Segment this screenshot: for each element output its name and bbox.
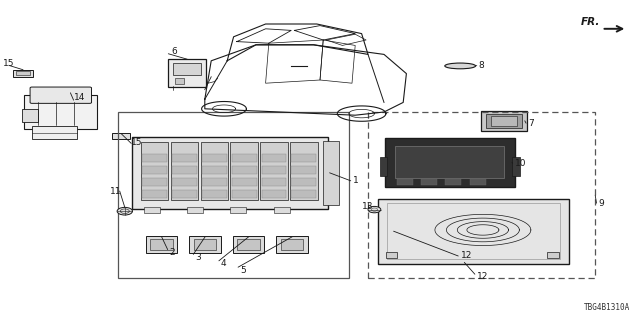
Text: 1: 1 — [353, 176, 359, 185]
FancyBboxPatch shape — [132, 137, 328, 209]
FancyBboxPatch shape — [385, 138, 515, 187]
Bar — [281, 239, 303, 250]
Bar — [141, 142, 168, 200]
Text: 14: 14 — [74, 93, 85, 102]
Bar — [470, 179, 486, 185]
Bar — [187, 207, 204, 213]
FancyBboxPatch shape — [233, 236, 264, 253]
Bar — [230, 207, 246, 213]
Bar — [291, 166, 316, 174]
Bar — [172, 154, 197, 162]
Text: 10: 10 — [515, 159, 527, 168]
FancyBboxPatch shape — [30, 87, 92, 103]
Bar — [172, 166, 197, 174]
Text: 15: 15 — [131, 138, 143, 147]
Bar — [202, 178, 227, 186]
Bar — [397, 179, 413, 185]
Bar — [323, 141, 339, 205]
Bar — [32, 126, 77, 139]
Bar — [175, 78, 184, 84]
Bar — [368, 112, 595, 278]
Bar — [171, 142, 198, 200]
FancyBboxPatch shape — [378, 199, 569, 264]
Bar — [262, 166, 287, 174]
Bar — [262, 178, 287, 186]
Text: 12: 12 — [477, 272, 488, 281]
Text: 11: 11 — [110, 188, 122, 196]
Bar — [291, 154, 316, 162]
Bar — [142, 166, 167, 174]
Bar — [237, 239, 260, 250]
Bar — [173, 63, 201, 75]
Text: 7: 7 — [528, 119, 534, 128]
Bar — [200, 142, 228, 200]
Text: TBG4B1310A: TBG4B1310A — [584, 303, 630, 312]
Bar — [380, 157, 387, 176]
Bar — [512, 157, 520, 176]
Bar — [547, 252, 559, 258]
Bar — [230, 142, 258, 200]
Text: 2: 2 — [170, 248, 175, 257]
Text: 13: 13 — [362, 202, 373, 211]
Bar — [232, 154, 257, 162]
Text: 5: 5 — [240, 266, 246, 275]
Bar — [144, 207, 160, 213]
Bar — [291, 190, 316, 198]
Text: 9: 9 — [598, 199, 604, 208]
Text: FR.: FR. — [580, 17, 600, 27]
Bar — [232, 178, 257, 186]
Bar — [202, 190, 227, 198]
Bar — [232, 190, 257, 198]
Bar — [150, 239, 173, 250]
Bar — [172, 178, 197, 186]
Text: 4: 4 — [221, 260, 227, 268]
Bar — [13, 70, 33, 77]
Circle shape — [117, 207, 132, 215]
Bar — [421, 179, 437, 185]
Bar — [142, 190, 167, 198]
FancyBboxPatch shape — [146, 236, 177, 253]
Bar — [202, 154, 227, 162]
Bar — [22, 109, 38, 122]
Text: 3: 3 — [195, 253, 201, 262]
Bar — [386, 252, 397, 258]
Bar — [445, 179, 461, 185]
Bar — [291, 178, 316, 186]
Bar — [202, 166, 227, 174]
Bar — [262, 154, 287, 162]
Bar — [16, 71, 30, 75]
Bar — [172, 190, 197, 198]
Bar — [290, 142, 317, 200]
FancyBboxPatch shape — [24, 95, 97, 129]
Bar — [491, 116, 517, 126]
Bar — [118, 112, 349, 278]
Bar — [232, 166, 257, 174]
FancyBboxPatch shape — [189, 236, 221, 253]
Text: 15: 15 — [3, 60, 15, 68]
Bar — [395, 146, 504, 178]
Text: 12: 12 — [461, 252, 472, 260]
Text: 6: 6 — [172, 47, 177, 56]
Bar — [142, 178, 167, 186]
FancyBboxPatch shape — [481, 111, 527, 131]
Bar — [260, 142, 288, 200]
Bar — [112, 133, 130, 139]
Bar — [387, 203, 560, 259]
FancyBboxPatch shape — [168, 59, 206, 87]
FancyBboxPatch shape — [276, 236, 308, 253]
Text: 8: 8 — [479, 61, 484, 70]
Bar — [262, 190, 287, 198]
Bar — [142, 154, 167, 162]
Bar — [486, 114, 522, 128]
Bar — [274, 207, 290, 213]
Circle shape — [368, 206, 381, 213]
Bar — [194, 239, 216, 250]
Ellipse shape — [445, 63, 476, 69]
